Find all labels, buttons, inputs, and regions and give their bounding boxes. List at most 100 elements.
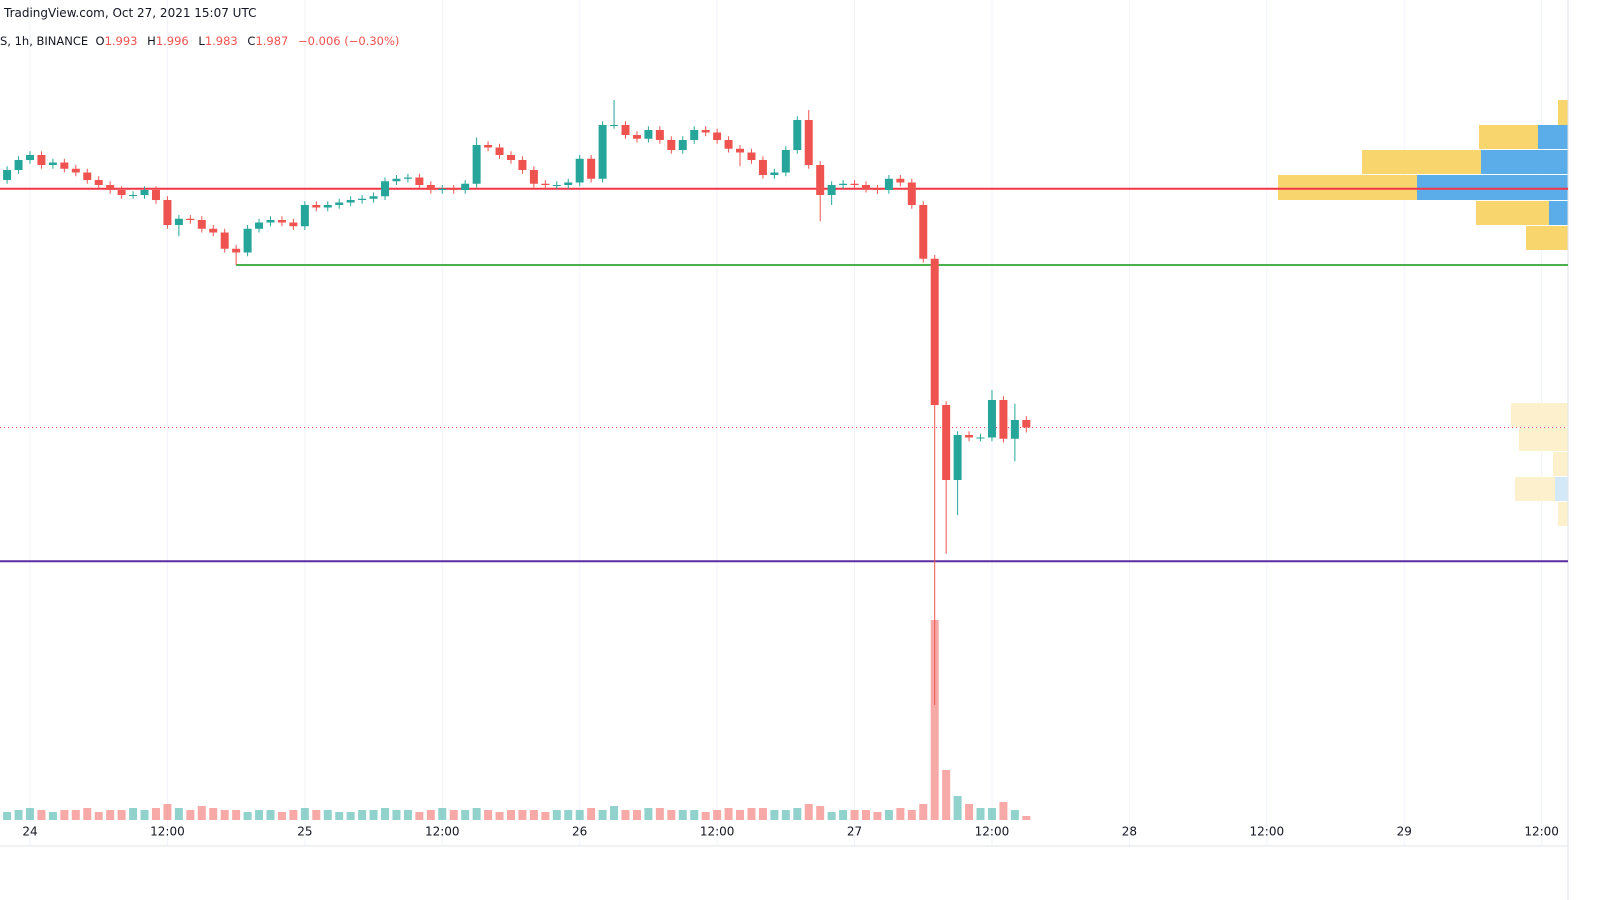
volume-bar	[449, 810, 458, 820]
x-tick-label: 24	[22, 825, 37, 839]
volume-bar	[415, 812, 424, 820]
profile-bar	[1481, 150, 1568, 174]
candle-body	[449, 188, 458, 190]
volume-bar	[392, 810, 401, 820]
ohlc-label: L	[198, 34, 205, 48]
x-tick-label: 12:00	[1250, 825, 1285, 839]
volume-bar	[140, 810, 149, 820]
volume-bar	[266, 810, 275, 820]
volume-bar	[999, 802, 1008, 820]
candle-body	[816, 165, 825, 195]
candle-body	[220, 232, 229, 249]
x-tick-label: 28	[1122, 825, 1137, 839]
volume-bar	[71, 810, 80, 820]
candle-body	[690, 130, 699, 140]
candle-body	[300, 205, 309, 227]
volume-bar	[632, 810, 641, 820]
ohlc-value: 1.983	[204, 34, 238, 48]
volume-bar	[839, 810, 848, 820]
volume-bar	[552, 810, 561, 820]
volume-bar	[174, 808, 183, 820]
volume-bar	[610, 806, 619, 820]
candle-body	[163, 200, 172, 225]
candle-body	[930, 258, 939, 405]
candle-body	[506, 155, 515, 160]
volume-bar	[667, 810, 676, 820]
candle-body	[312, 205, 321, 208]
volume-bar	[60, 810, 69, 820]
candle-body	[621, 125, 630, 135]
volume-profile	[1278, 100, 1568, 526]
candle-body	[243, 228, 252, 253]
x-tick-label: 25	[297, 825, 312, 839]
volume-bar	[346, 812, 355, 820]
candle-body	[713, 132, 722, 140]
volume-bar	[644, 808, 653, 820]
ohlc-label: O	[95, 34, 105, 48]
legend: S, 1h, BINANCE O1.993 H1.996 L1.983 C1.9…	[0, 34, 405, 48]
candle-body	[667, 140, 676, 150]
volume-bar	[724, 808, 733, 820]
volume-bar	[861, 810, 870, 820]
x-tick-label: 12:00	[975, 825, 1010, 839]
profile-bar	[1417, 175, 1568, 200]
candle-body	[381, 181, 390, 197]
title: TradingView.com, Oct 27, 2021 15:07 UTC	[4, 6, 257, 20]
volume-bar	[37, 810, 46, 820]
candle-body	[495, 147, 504, 155]
candle-body	[289, 222, 298, 227]
candle-body	[987, 400, 996, 438]
volume-bar	[804, 804, 813, 820]
candle-body	[60, 162, 69, 169]
volume-bar	[220, 810, 229, 820]
candle-body	[965, 435, 974, 438]
profile-bar	[1278, 175, 1417, 200]
volume-bar	[518, 810, 527, 820]
volume-bar	[896, 808, 905, 820]
x-tick-label: 29	[1397, 825, 1412, 839]
candle-body	[758, 160, 767, 175]
volume-bar	[186, 810, 195, 820]
volume-bar	[758, 808, 767, 820]
candle-body	[106, 185, 115, 190]
volume-bar	[243, 812, 252, 820]
volume-bar	[827, 812, 836, 820]
candle-body	[736, 148, 745, 153]
volume-bar	[26, 808, 35, 820]
volume-bar	[506, 810, 515, 820]
profile-bar	[1553, 452, 1568, 476]
candle-body	[907, 182, 916, 205]
candle-body	[976, 437, 985, 439]
volume-bar	[255, 810, 264, 820]
candle-body	[26, 155, 35, 160]
volume-bar	[1010, 810, 1019, 820]
candle-body	[919, 205, 928, 259]
volume-bar	[484, 810, 493, 820]
candle-body	[277, 220, 286, 223]
volume-bar	[598, 810, 607, 820]
candle-body	[174, 218, 183, 225]
candle-body	[232, 248, 241, 253]
candle-body	[999, 400, 1008, 439]
volume-bar	[907, 810, 916, 820]
volume-bar	[209, 808, 218, 820]
profile-bar	[1558, 100, 1568, 125]
candle-body	[850, 183, 859, 185]
symbol: S, 1h, BINANCE	[0, 34, 89, 48]
candle-body	[392, 178, 401, 182]
volume-bar	[816, 806, 825, 820]
volume-bar	[277, 812, 286, 820]
candle-body	[942, 405, 951, 480]
profile-bar	[1555, 477, 1568, 501]
candle-body	[323, 205, 332, 208]
volume-bar	[426, 810, 435, 820]
x-tick-label: 12:00	[425, 825, 460, 839]
volume-bar	[151, 808, 160, 820]
candle-body	[197, 220, 206, 229]
volume-bar	[461, 810, 470, 820]
volume-bar	[83, 808, 92, 820]
ohlc-label: H	[147, 34, 156, 48]
volume-bar	[781, 810, 790, 820]
volume-bar	[529, 810, 538, 820]
volume-bar	[736, 810, 745, 820]
